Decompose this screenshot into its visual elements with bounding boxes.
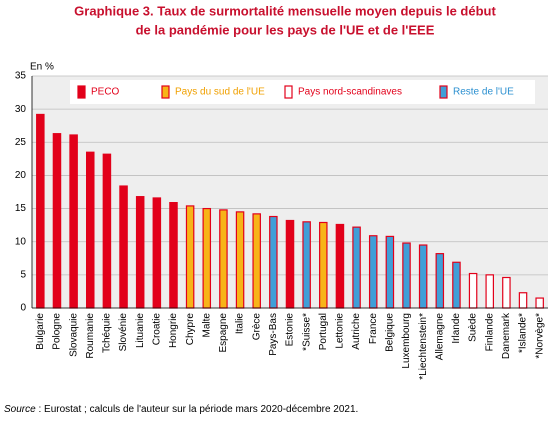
x-tick-label: Italie <box>235 313 246 335</box>
bar <box>169 202 178 309</box>
legend-box <box>70 80 535 104</box>
x-tick-label: Roumanie <box>85 313 96 359</box>
bar <box>335 223 345 309</box>
bar <box>219 209 228 309</box>
y-tick-label: 25 <box>15 137 27 148</box>
bar <box>285 219 295 309</box>
bar <box>435 253 445 309</box>
legend-label: Pays nord-scandinaves <box>298 87 402 98</box>
x-tick-label: Portugal <box>318 313 329 350</box>
x-tick-label: Belgique <box>385 313 396 352</box>
bar <box>69 134 78 309</box>
x-tick-label: Slovaquie <box>68 313 79 357</box>
bar <box>319 221 328 309</box>
y-axis-label: En % <box>30 62 54 73</box>
x-tick-label: Pologne <box>52 313 63 350</box>
bar <box>452 261 461 309</box>
bar <box>252 213 261 309</box>
bar <box>368 235 378 309</box>
x-tick-label: Bulgarie <box>35 313 46 350</box>
x-tick-label: Pays-Bas <box>268 313 279 356</box>
x-tick-label: Estonie <box>285 313 296 347</box>
x-tick-label: Hongrie <box>168 313 179 348</box>
x-tick-label: Allemagne <box>434 313 445 361</box>
legend-label: Pays du sud de l'UE <box>175 87 265 98</box>
x-tick-label: *Norvège* <box>534 313 545 359</box>
y-tick-label: 30 <box>15 104 27 115</box>
bar <box>385 235 395 309</box>
bar <box>468 272 478 309</box>
bar <box>36 113 45 309</box>
legend-label: PECO <box>91 87 120 98</box>
bar <box>185 205 195 309</box>
y-tick-label: 5 <box>20 269 26 280</box>
legend-marker <box>77 85 86 99</box>
bar <box>418 244 428 309</box>
x-tick-label: Grèce <box>251 313 262 341</box>
y-tick-label: 0 <box>20 303 26 314</box>
bar <box>502 276 511 309</box>
source-text: : Eurostat ; calculs de l'auteur sur la … <box>36 404 359 415</box>
bar <box>152 197 162 309</box>
chart-title: Graphique 3. Taux de surmortalité mensue… <box>74 3 496 18</box>
x-tick-label: Espagne <box>218 313 229 353</box>
x-tick-label: Malte <box>201 313 212 338</box>
bar <box>135 196 145 309</box>
bar <box>202 207 212 309</box>
x-tick-label: Autriche <box>351 313 362 350</box>
x-tick-label: Danemark <box>501 312 512 359</box>
y-tick-label: 20 <box>15 170 27 181</box>
legend-marker <box>284 85 293 99</box>
x-tick-label: Finlande <box>484 313 495 352</box>
bar <box>485 274 495 309</box>
x-tick-label: *Suisse* <box>301 313 312 351</box>
bar <box>102 153 112 309</box>
source: Source : Eurostat ; calculs de l'auteur … <box>4 404 358 415</box>
bar <box>235 211 245 309</box>
bar <box>85 151 95 309</box>
bar <box>535 297 544 309</box>
x-tick-label: Croatie <box>151 313 162 346</box>
x-tick-label: Luxembourg <box>401 313 412 369</box>
legend-label: Reste de l'UE <box>453 87 514 98</box>
bar <box>52 133 62 309</box>
x-tick-label: Irlande <box>451 313 462 344</box>
bar <box>518 292 528 309</box>
source-label: Source <box>4 404 36 415</box>
x-tick-label: Tchéquie <box>102 313 113 353</box>
y-tick-label: 10 <box>15 236 27 247</box>
x-tick-label: Lituanie <box>135 313 146 348</box>
y-tick-label: 15 <box>15 203 27 214</box>
bar <box>352 226 361 309</box>
bar <box>119 185 128 309</box>
x-tick-label: Chypre <box>185 313 196 346</box>
x-tick-label: France <box>368 313 379 345</box>
x-tick-label: Suède <box>468 313 479 342</box>
legend-marker <box>439 85 448 99</box>
x-tick-label: Lettonie <box>335 313 346 349</box>
bar <box>269 215 278 309</box>
bar <box>302 221 311 309</box>
x-tick-label: *Liechtenstein* <box>418 313 429 380</box>
bar <box>402 242 411 309</box>
y-tick-label: 35 <box>15 71 27 82</box>
x-tick-label: *Islande* <box>518 313 529 353</box>
chart-title: de la pandémie pour les pays de l'UE et … <box>136 22 435 37</box>
legend-marker <box>161 85 170 99</box>
x-tick-label: Slovénie <box>118 313 129 352</box>
